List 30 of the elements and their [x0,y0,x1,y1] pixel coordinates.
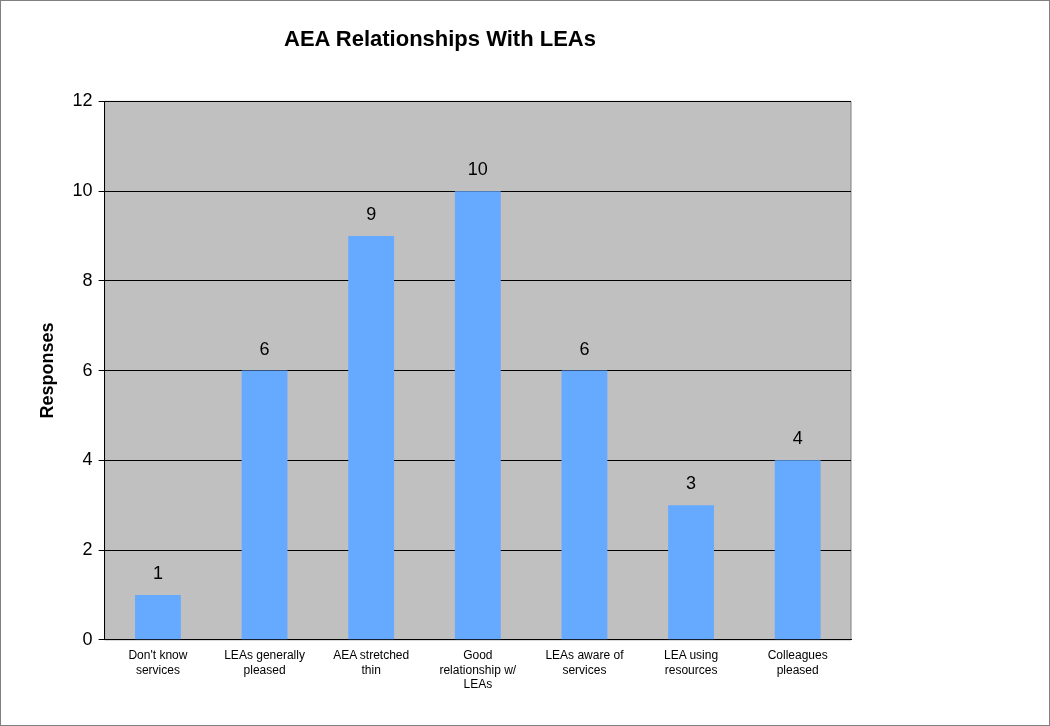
x-tick-label: AEA stretched thin [333,648,410,677]
x-tick-label: LEAs generally pleased [224,648,305,677]
y-tick-label: 2 [82,539,93,560]
data-label: 10 [467,159,488,180]
y-tick-label: 4 [82,449,93,470]
bar [241,370,288,640]
y-tick-label: 10 [72,180,93,201]
data-label: 6 [579,338,590,359]
x-tick-label: LEA using resources [664,648,719,677]
bar [135,594,181,640]
y-tick-label: 12 [72,90,93,111]
chart-title: AEA Relationships With LEAs [284,26,596,52]
x-tick-label: LEAs aware of services [545,648,625,677]
bar [561,370,608,640]
bar [668,505,714,640]
y-tick-label: 6 [82,359,93,380]
data-label: 1 [152,562,163,583]
data-label: 6 [259,338,270,359]
bar [774,460,821,640]
bar [348,236,395,640]
y-tick-label: 8 [82,269,93,290]
x-tick-label: Don't know services [128,648,188,677]
y-tick-label: 0 [82,628,93,649]
x-tick-label: Good relationship w/ LEAs [439,648,517,692]
data-label: 3 [686,473,697,494]
data-label: 9 [366,203,377,224]
data-label: 4 [792,428,803,449]
x-tick-label: Colleagues pleased [767,648,828,677]
y-axis-title: Responses [36,322,57,419]
bar [454,191,501,640]
